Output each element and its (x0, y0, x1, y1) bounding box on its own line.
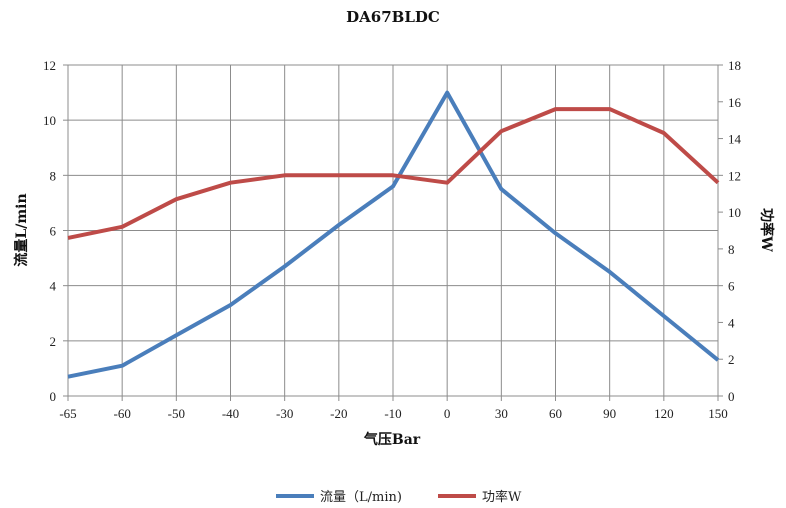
right-tick-label: 4 (728, 315, 735, 330)
right-axis-title: 功率W (758, 208, 775, 252)
plot-frame (67, 64, 719, 397)
right-tick-label: 12 (728, 168, 741, 183)
x-tick-label: 120 (654, 406, 674, 421)
x-axis-tick-labels: -65 -60 -50 -40 -30 -20 -10 0 30 60 90 120 150 (59, 406, 727, 421)
left-tick-label: 6 (50, 224, 57, 239)
left-tick-label: 10 (43, 113, 56, 128)
x-tick-label: -50 (168, 406, 185, 421)
left-axis-title: 流量L/min (13, 193, 30, 266)
right-tick-label: 16 (728, 95, 742, 110)
series-line-flow (67, 90, 720, 379)
right-tick-label: 0 (728, 389, 735, 404)
right-axis-tick-labels: 0 2 4 6 8 10 12 14 16 18 (728, 58, 742, 404)
left-tick-label: 4 (50, 279, 57, 294)
right-tick-label: 14 (728, 132, 742, 147)
x-tick-label: -30 (276, 406, 293, 421)
right-tick-label: 2 (728, 352, 735, 367)
legend-label-power: 功率W (482, 489, 522, 505)
legend-label-flow: 流量（L/min) (320, 490, 402, 505)
x-tick-label: 90 (603, 406, 616, 421)
left-tick-label: 8 (50, 168, 57, 183)
x-tick-label: -40 (222, 406, 239, 421)
series-line-power (67, 107, 720, 240)
right-tick-label: 8 (728, 242, 735, 257)
x-tick-label: 30 (495, 406, 508, 421)
left-tick-label: 12 (43, 58, 56, 73)
series-lines (67, 90, 720, 379)
x-tick-label: 60 (549, 406, 562, 421)
right-tick-label: 10 (728, 205, 741, 220)
x-tick-label: 150 (708, 406, 728, 421)
x-tick-label: -60 (113, 406, 130, 421)
x-tick-label: -65 (59, 406, 76, 421)
left-axis-tick-labels: 0 2 4 6 8 10 12 (43, 58, 57, 404)
right-tick-label: 6 (728, 279, 735, 294)
chart-title: DA67BLDC (346, 8, 440, 26)
left-tick-label: 2 (50, 334, 57, 349)
right-tick-label: 18 (728, 58, 741, 73)
x-tick-label: -20 (330, 406, 347, 421)
x-tick-label: -10 (384, 406, 401, 421)
x-tick-label: 0 (444, 406, 451, 421)
legend: 流量（L/min) 功率W (276, 489, 522, 505)
x-axis-title: 气压Bar (363, 431, 421, 448)
left-tick-label: 0 (50, 389, 57, 404)
